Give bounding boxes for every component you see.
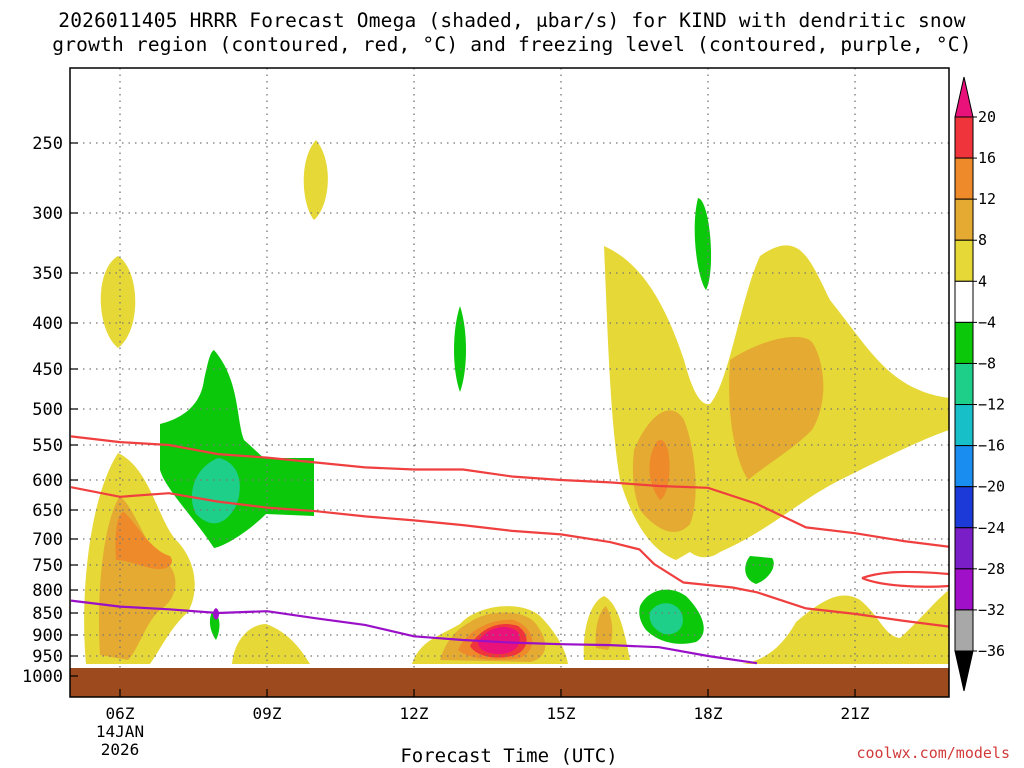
y-tick-label: 300	[32, 204, 63, 224]
colorbar-label: −36	[978, 642, 1005, 660]
y-tick-label: 850	[32, 604, 63, 624]
dgz-top-contour	[70, 435, 949, 548]
x-tick-label: 09Z	[253, 704, 282, 723]
y-tick-label: 450	[32, 360, 63, 380]
x-date-label: 14JAN	[96, 722, 144, 741]
omega-area-darkorange	[115, 512, 172, 570]
colorbar-label: −32	[978, 601, 1005, 619]
x-tick-label: 18Z	[694, 704, 723, 723]
omega-area-yellow	[100, 256, 136, 348]
colorbar-label: −8	[978, 354, 996, 372]
y-tick-label: 750	[32, 556, 63, 576]
colorbar-label: 8	[978, 231, 987, 249]
colorbar-band	[954, 280, 974, 323]
credit-text: coolwx.com/models	[856, 744, 1010, 762]
y-axis: 2503003504004505005506006507007508008509…	[22, 134, 78, 687]
colorbar-band	[954, 445, 974, 488]
colorbar-label: −24	[978, 519, 1005, 537]
y-tick-label: 650	[32, 501, 63, 521]
y-tick-label: 700	[32, 530, 63, 550]
colorbar-band	[954, 568, 974, 611]
y-tick-label: 250	[32, 134, 63, 154]
colorbar-label: 20	[978, 108, 996, 126]
chart-title-line1: 2026011405 HRRR Forecast Omega (shaded, …	[58, 9, 966, 32]
colorbar-band	[954, 527, 974, 570]
omega-area-green	[160, 350, 314, 548]
colorbar-label: 16	[978, 149, 996, 167]
omega-area-green	[694, 198, 712, 290]
omega-area-yellow	[232, 624, 310, 664]
plot-frame	[69, 67, 950, 698]
colorbar-band	[954, 362, 974, 406]
x-tick-label: 06Z	[106, 704, 135, 723]
omega-shading	[84, 140, 949, 664]
colorbar-under-triangle	[954, 650, 974, 692]
freezing-level-contour	[70, 599, 758, 665]
omega-area-green	[745, 556, 774, 584]
y-tick-label: 500	[32, 400, 63, 420]
grid	[70, 68, 949, 668]
colorbar: 20 16 12 8 4 −4 −8 −12 −16 −20 −24 −28 −32 −36	[954, 76, 1005, 692]
omega-area-teal	[191, 458, 240, 524]
dgz-bottom-contour	[70, 486, 949, 628]
omega-area-orange	[729, 336, 824, 480]
colorbar-band	[954, 157, 974, 200]
ground-surface	[70, 668, 949, 697]
colorbar-label: −28	[978, 560, 1005, 578]
y-tick-label: 550	[32, 436, 63, 456]
colorbar-over-triangle	[954, 76, 974, 118]
y-tick-label: 900	[32, 626, 63, 646]
colorbar-label: −4	[978, 313, 996, 331]
colorbar-band	[954, 609, 974, 652]
colorbar-label: −20	[978, 478, 1005, 496]
chart-title-line2: growth region (contoured, red, °C) and f…	[52, 33, 972, 56]
y-tick-label: 350	[32, 264, 63, 284]
y-tick-label: 950	[32, 647, 63, 667]
colorbar-label: −12	[978, 396, 1005, 414]
colorbar-band	[954, 321, 974, 364]
omega-area-orange	[595, 606, 613, 650]
colorbar-band	[954, 404, 974, 447]
colorbar-band	[954, 486, 974, 529]
x-tick-label: 12Z	[400, 704, 429, 723]
y-tick-label: 1000	[22, 667, 63, 687]
omega-area-yellow	[742, 590, 949, 664]
colorbar-band	[954, 116, 974, 159]
x-year-label: 2026	[101, 740, 140, 759]
omega-area-green	[454, 306, 466, 392]
y-tick-label: 600	[32, 471, 63, 491]
colorbar-band	[954, 198, 974, 241]
contours	[70, 435, 949, 665]
dgz-closed-contour	[861, 570, 949, 588]
y-tick-label: 800	[32, 581, 63, 601]
colorbar-label: −16	[978, 437, 1005, 455]
omega-area-teal	[649, 603, 683, 635]
x-tick-label: 15Z	[547, 704, 576, 723]
x-tick-label: 21Z	[841, 704, 870, 723]
omega-area-purple	[213, 608, 219, 620]
omega-area-magenta	[478, 627, 520, 654]
omega-area-yellow	[303, 140, 328, 220]
colorbar-band	[954, 239, 974, 282]
colorbar-label: 4	[978, 272, 987, 290]
colorbar-label: 12	[978, 190, 996, 208]
y-tick-label: 400	[32, 314, 63, 334]
x-axis-title: Forecast Time (UTC)	[400, 745, 618, 767]
